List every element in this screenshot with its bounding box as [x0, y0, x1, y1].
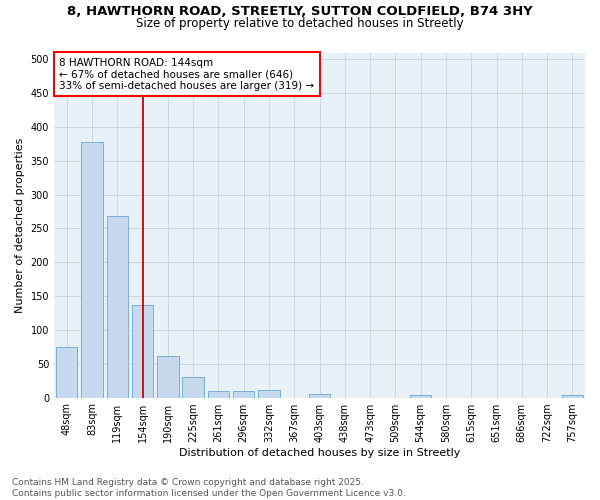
- Bar: [157, 356, 179, 398]
- Bar: [233, 391, 254, 398]
- Bar: [410, 395, 431, 398]
- Text: 8 HAWTHORN ROAD: 144sqm
← 67% of detached houses are smaller (646)
33% of semi-d: 8 HAWTHORN ROAD: 144sqm ← 67% of detache…: [59, 58, 314, 91]
- Text: Contains HM Land Registry data © Crown copyright and database right 2025.
Contai: Contains HM Land Registry data © Crown c…: [12, 478, 406, 498]
- Bar: [132, 305, 153, 398]
- X-axis label: Distribution of detached houses by size in Streetly: Distribution of detached houses by size …: [179, 448, 460, 458]
- Bar: [56, 347, 77, 398]
- Bar: [81, 142, 103, 398]
- Bar: [258, 390, 280, 398]
- Bar: [309, 394, 330, 398]
- Bar: [562, 395, 583, 398]
- Y-axis label: Number of detached properties: Number of detached properties: [15, 138, 25, 312]
- Text: Size of property relative to detached houses in Streetly: Size of property relative to detached ho…: [136, 18, 464, 30]
- Bar: [182, 376, 204, 398]
- Bar: [208, 391, 229, 398]
- Bar: [107, 216, 128, 398]
- Text: 8, HAWTHORN ROAD, STREETLY, SUTTON COLDFIELD, B74 3HY: 8, HAWTHORN ROAD, STREETLY, SUTTON COLDF…: [67, 5, 533, 18]
